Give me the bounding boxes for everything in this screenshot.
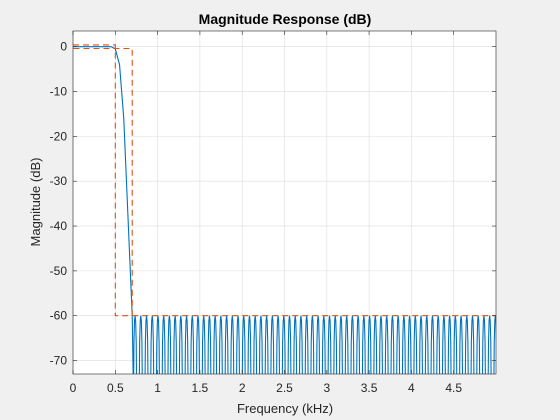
y-tick-label: -70	[50, 354, 68, 368]
x-axis-title: Frequency (kHz)	[237, 401, 333, 416]
y-tick-label: -60	[50, 309, 68, 323]
series-layer	[73, 44, 496, 374]
x-tick-label: 2	[239, 381, 246, 395]
spec-mask-passband	[73, 44, 133, 317]
chart-title: Magnitude Response (dB)	[199, 11, 372, 27]
x-tick-label: 4.5	[445, 381, 462, 395]
ticks: 0 0.5 1 1.5 2 2.5 3 3.5 4 4.5 0 -10 -20 -30 -40 -50 -60 -…	[50, 31, 496, 395]
x-tick-label: 3.5	[361, 381, 378, 395]
x-tick-label: 0	[70, 381, 77, 395]
y-tick-label: -40	[50, 219, 68, 233]
y-tick-label: -10	[50, 85, 68, 99]
x-tick-label: 3	[323, 381, 330, 395]
y-tick-label: -20	[50, 129, 68, 143]
x-tick-label: 1.5	[192, 381, 209, 395]
y-tick-label: 0	[60, 40, 67, 54]
y-tick-label: -50	[50, 264, 68, 278]
x-tick-label: 4	[408, 381, 415, 395]
y-axis-title: Magnitude (dB)	[28, 158, 43, 247]
y-tick-label: -30	[50, 174, 68, 188]
x-tick-label: 1	[154, 381, 161, 395]
x-tick-label: 0.5	[107, 381, 124, 395]
x-tick-label: 2.5	[276, 381, 293, 395]
